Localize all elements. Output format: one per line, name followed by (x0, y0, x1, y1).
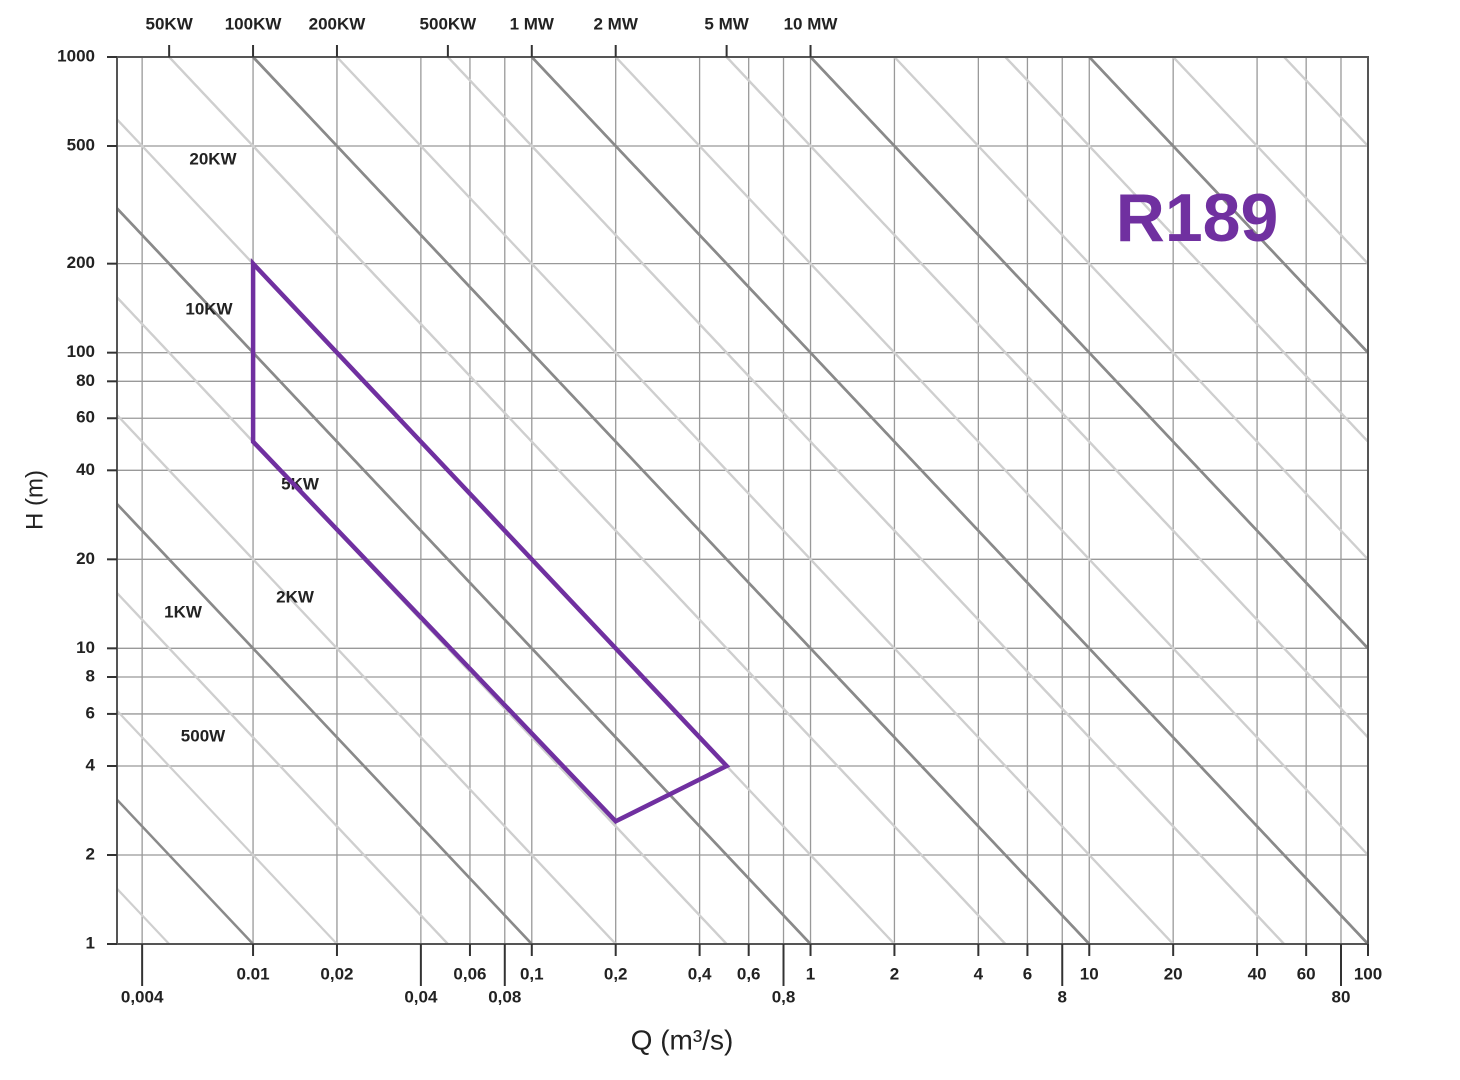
x-tick-label: 0,4 (688, 964, 712, 983)
power-annotation: 500W (181, 726, 226, 745)
power-line-copy (116, 207, 812, 945)
power-line-copy (1088, 56, 1369, 354)
y-tick-label: 60 (76, 408, 95, 427)
y-tick-label: 80 (76, 371, 95, 390)
y-tick-label: 20 (76, 549, 95, 568)
y-tick-label: 1000 (57, 46, 95, 65)
power-line-copy (116, 887, 170, 945)
power-line-copy (893, 56, 1369, 561)
x-tick-label: 0,2 (604, 964, 628, 983)
power-line-copy (116, 503, 533, 945)
x-tick-label: 100 (1354, 964, 1382, 983)
x2-tick-label: 200KW (309, 14, 367, 33)
power-line (809, 56, 1369, 650)
x-tick-label: 0,02 (320, 964, 353, 983)
power-annotation: 10KW (185, 299, 233, 318)
power-line-copy (116, 798, 254, 945)
y-tick-label: 1 (86, 933, 95, 952)
x-tick-label: 0,08 (488, 987, 521, 1006)
x2-tick-label: 1 MW (510, 14, 555, 33)
x-tick-label: 0,8 (772, 987, 796, 1006)
y-tick-label: 500 (67, 135, 95, 154)
power-line (725, 56, 1369, 739)
x2-tick-label: 50KW (146, 14, 194, 33)
x2-tick-label: 500KW (420, 14, 478, 33)
x-tick-label: 60 (1297, 964, 1316, 983)
x-tick-label: 4 (974, 964, 984, 983)
y-tick-label: 4 (86, 755, 96, 774)
y-tick-label: 6 (86, 703, 95, 722)
power-line-copy (116, 709, 338, 945)
x-tick-label: 6 (1023, 964, 1032, 983)
x-tick-label: 0,04 (404, 987, 438, 1006)
operating-region (250, 258, 731, 825)
x-axis-label: Q (m³/s) (631, 1024, 734, 1055)
power-line-copy (252, 56, 1091, 945)
power-annotation: 1KW (164, 602, 203, 621)
x2-tick-label: 5 MW (704, 14, 749, 33)
power-line-copy (530, 56, 1369, 945)
power-line-copy (336, 56, 1174, 945)
power-annotation: 2KW (276, 587, 315, 606)
x-tick-label: 0,06 (453, 964, 486, 983)
power-line (614, 56, 1369, 856)
x2-tick-label: 10 MW (784, 14, 839, 33)
x2-tick-label: 100KW (225, 14, 283, 33)
power-line-copy (168, 56, 1007, 945)
power-line-copy (447, 56, 1285, 945)
x-tick-label: 40 (1248, 964, 1267, 983)
x-tick-label: 20 (1164, 964, 1183, 983)
x-tick-label: 1 (806, 964, 815, 983)
x2-tick-label: 2 MW (594, 14, 639, 33)
power-annotation: 20KW (189, 149, 237, 168)
power-line-copy (116, 414, 617, 945)
chart-label: R189 (1116, 180, 1279, 256)
x-tick-label: 0,004 (121, 987, 164, 1006)
y-tick-label: 200 (67, 253, 95, 272)
y-tick-label: 100 (67, 342, 95, 361)
power-line-copy (1172, 56, 1369, 265)
y-tick-label: 8 (86, 666, 95, 685)
power-line-copy (1283, 56, 1369, 147)
x-tick-label: 0,1 (520, 964, 544, 983)
x-tick-label: 8 (1058, 987, 1067, 1006)
y-tick-label: 40 (76, 460, 95, 479)
plot-frame (116, 56, 1369, 945)
power-line-copy (1004, 56, 1369, 443)
x-tick-label: 0.01 (237, 964, 270, 983)
y-axis-label: H (m) (21, 470, 48, 530)
x-tick-label: 2 (890, 964, 899, 983)
y-tick-label: 10 (76, 638, 95, 657)
x-tick-label: 10 (1080, 964, 1099, 983)
x-tick-label: 80 (1332, 987, 1351, 1006)
y-tick-label: 2 (86, 844, 95, 863)
x-tick-label: 0,6 (737, 964, 761, 983)
power-line-copy (116, 592, 449, 945)
